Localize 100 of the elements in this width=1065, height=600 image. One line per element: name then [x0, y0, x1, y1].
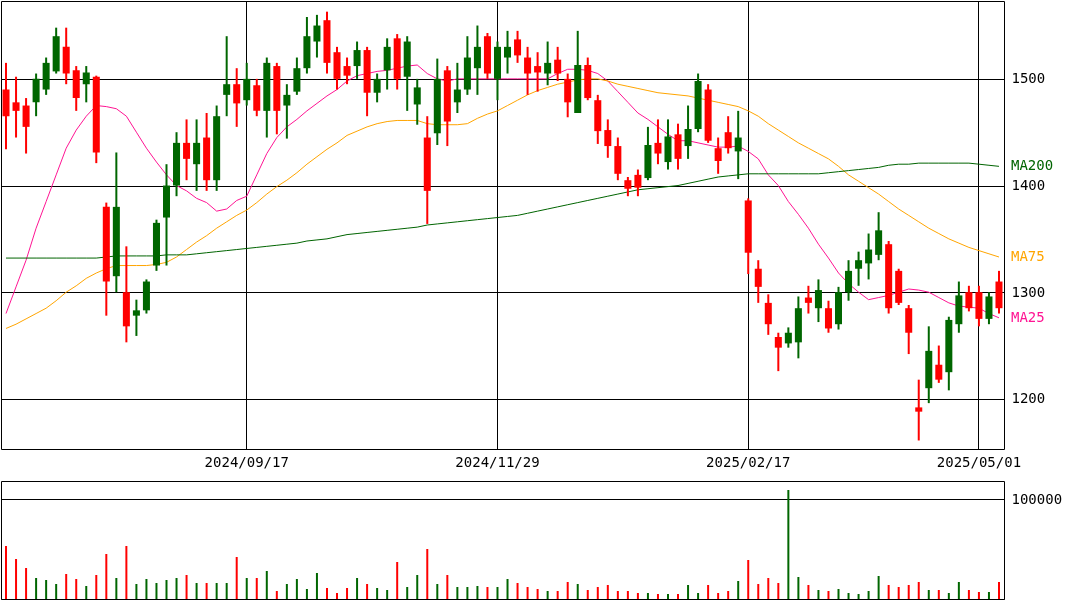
bar: [336, 593, 338, 599]
candlestick: [824, 299, 832, 334]
candlestick: [32, 72, 40, 118]
bar: [897, 587, 900, 599]
bar: [957, 582, 960, 599]
series-label: MA200: [1011, 157, 1054, 174]
bar: [566, 582, 569, 599]
bar: [446, 575, 449, 599]
bar: [997, 582, 1000, 599]
bar: [476, 586, 479, 599]
bar: [937, 590, 940, 599]
candlestick: [845, 259, 853, 302]
bar: [977, 592, 980, 599]
x-tick-label: 2024/09/17: [204, 453, 289, 470]
bar: [265, 571, 268, 599]
bar: [45, 580, 48, 599]
bar: [125, 546, 128, 599]
bar: [677, 594, 680, 599]
bar: [55, 584, 58, 599]
bar: [626, 591, 629, 599]
bar: [436, 584, 439, 599]
candlestick: [183, 118, 191, 182]
y-tick-label: 1400: [1011, 177, 1046, 194]
bar: [105, 554, 108, 599]
candlestick: [132, 298, 140, 337]
candlestick: [343, 56, 351, 86]
bar: [847, 593, 850, 599]
candlestick: [634, 168, 642, 198]
bar: [396, 562, 399, 599]
bar: [205, 583, 208, 599]
bar: [85, 586, 88, 599]
candlestick: [774, 331, 782, 373]
y-tick-label: 1500: [1011, 70, 1046, 87]
bar: [666, 594, 669, 599]
bar: [325, 588, 328, 599]
bar: [807, 585, 810, 599]
candlestick: [373, 72, 381, 104]
candlestick: [283, 83, 291, 140]
bar: [787, 490, 790, 599]
bar: [95, 575, 98, 599]
candlestick: [724, 115, 732, 155]
bar: [245, 578, 248, 599]
bar: [837, 589, 840, 599]
bar: [606, 585, 609, 599]
bar: [35, 578, 38, 599]
candlestick: [223, 35, 231, 118]
bar: [295, 579, 298, 599]
bar: [616, 591, 619, 599]
y-tick-label: 100000: [1011, 490, 1063, 507]
candlestick: [514, 29, 522, 64]
candlestick: [243, 61, 251, 107]
candlestick: [935, 344, 943, 384]
x-tick-label: 2025/02/17: [706, 453, 791, 470]
bar: [366, 584, 369, 599]
candlestick: [473, 24, 481, 96]
bar: [586, 590, 589, 599]
candlestick: [313, 13, 321, 59]
bar: [406, 587, 409, 599]
bar: [416, 575, 419, 599]
bar: [346, 588, 349, 599]
bar: [727, 591, 730, 599]
bar: [15, 559, 18, 599]
bar: [546, 591, 549, 599]
bar: [145, 579, 148, 599]
candlestick: [855, 250, 863, 287]
bar: [576, 584, 579, 599]
bar: [386, 590, 389, 599]
bar: [887, 585, 890, 599]
candlestick: [784, 326, 792, 349]
bar: [5, 546, 8, 599]
candlestick: [915, 378, 923, 442]
bar: [987, 592, 990, 599]
bar: [376, 588, 379, 599]
candlestick: [504, 29, 512, 75]
bar: [456, 587, 459, 599]
bar: [305, 589, 308, 599]
bar: [777, 583, 780, 599]
y-tick-label: 1300: [1011, 283, 1046, 300]
bar: [717, 593, 720, 599]
bar: [556, 591, 559, 599]
bar: [707, 585, 710, 599]
bar: [496, 587, 499, 599]
bar: [185, 575, 188, 599]
bar: [687, 585, 690, 599]
series-label: MA75: [1011, 248, 1045, 264]
bar: [757, 584, 760, 599]
candlestick: [193, 118, 201, 192]
bar: [636, 593, 639, 599]
candlestick: [544, 40, 552, 87]
bar: [225, 583, 228, 599]
bar: [827, 591, 830, 599]
candlestick: [12, 75, 20, 139]
bar: [356, 578, 359, 599]
bar: [656, 594, 659, 599]
bar: [857, 594, 860, 599]
bar: [426, 549, 429, 599]
candlestick: [714, 136, 722, 175]
y-tick-label: 1200: [1011, 390, 1046, 407]
candlestick: [624, 176, 632, 198]
candlestick: [684, 104, 692, 160]
